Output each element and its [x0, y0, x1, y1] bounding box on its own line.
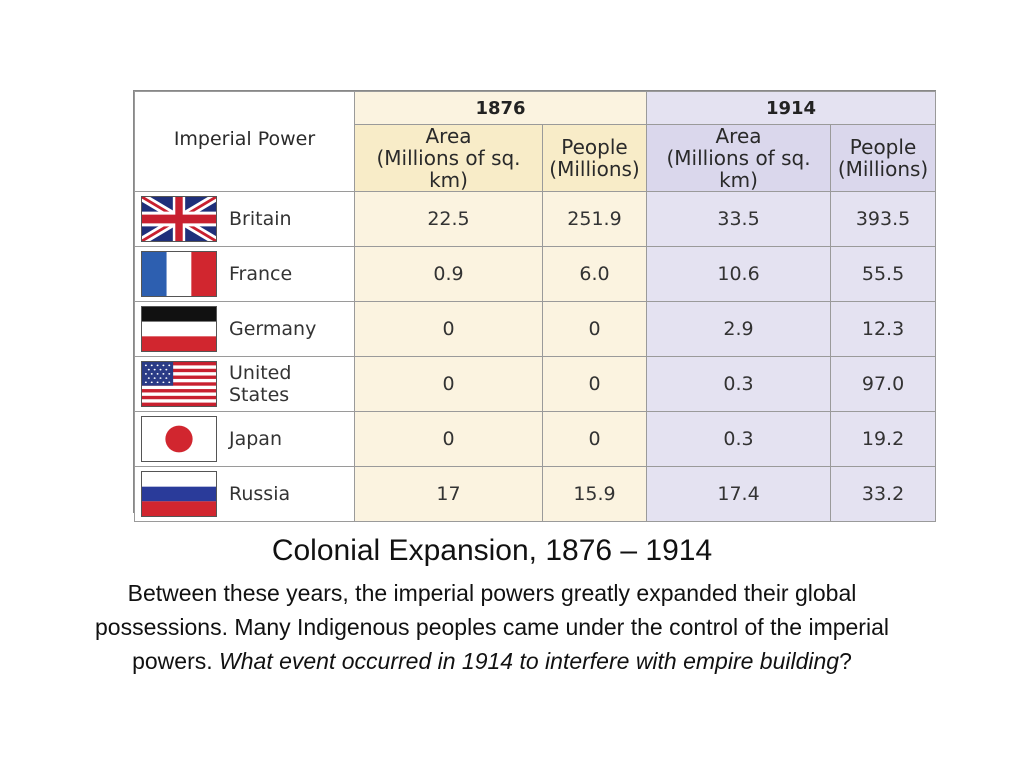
people-1914-cell: 33.2: [830, 466, 937, 522]
country-name: France: [229, 263, 293, 285]
japan-flag-icon: [141, 416, 217, 462]
country-name: Britain: [229, 208, 292, 230]
germany-flag-icon: [141, 306, 217, 352]
area-1876-cell: 0: [354, 301, 543, 357]
column-unit: (Millions): [549, 157, 640, 181]
table-row: Germany 0 0 2.9 12.3: [134, 301, 937, 357]
caption-title: Colonial Expansion, 1876 – 1914: [271, 534, 713, 567]
area-1914-cell: 10.6: [646, 246, 832, 302]
people-1876-header: People (Millions): [541, 124, 648, 192]
people-1914-cell: 393.5: [830, 191, 937, 247]
people-1876-cell: 6.0: [541, 246, 648, 302]
area-1914-cell: 0.3: [646, 356, 832, 412]
caption-question: What event occurred in 1914 to interfere…: [219, 648, 840, 674]
people-1914-cell: 97.0: [830, 356, 937, 412]
column-unit: (Millions of sq. km): [376, 146, 521, 192]
table-row: United States 0 0 0.3 97.0: [134, 356, 937, 412]
caption-question-mark: ?: [839, 648, 852, 674]
country-cell: Britain: [134, 191, 355, 247]
country-cell: Germany: [134, 301, 355, 357]
table-row: France 0.9 6.0 10.6 55.5: [134, 246, 937, 302]
france-flag-icon: [141, 251, 217, 297]
year-header-1914: 1914: [646, 91, 937, 125]
column-unit: (Millions of sq. km): [666, 146, 811, 192]
column-title: Area: [425, 124, 472, 148]
area-1876-cell: 22.5: [354, 191, 543, 247]
colonial-expansion-table: Imperial Power 1876 1914 Area (Millions o…: [133, 90, 937, 522]
area-1876-cell: 17: [354, 466, 543, 522]
people-1876-cell: 0: [541, 356, 648, 412]
united-states-flag-icon: [141, 361, 217, 407]
area-1876-cell: 0: [354, 411, 543, 467]
caption-body: Between these years, the imperial powers…: [82, 576, 902, 678]
column-unit: (Millions): [837, 157, 929, 181]
area-1876-cell: 0.9: [354, 246, 543, 302]
country-cell: Japan: [134, 411, 355, 467]
table-row: Britain 22.5 251.9 33.5 393.5: [134, 191, 937, 247]
table-row: Russia 17 15.9 17.4 33.2: [134, 466, 937, 522]
area-1914-cell: 33.5: [646, 191, 832, 247]
area-1914-cell: 17.4: [646, 466, 832, 522]
column-title: People: [561, 135, 628, 159]
table-row: Japan 0 0 0.3 19.2: [134, 411, 937, 467]
people-1914-header: People (Millions): [830, 124, 937, 192]
area-1876-header: Area (Millions of sq. km): [354, 124, 543, 192]
people-1876-cell: 251.9: [541, 191, 648, 247]
area-1914-header: Area (Millions of sq. km): [646, 124, 832, 192]
country-cell: Russia: [134, 466, 355, 522]
year-header-1876: 1876: [353, 91, 648, 125]
country-name: Germany: [229, 318, 317, 340]
caption-text: Between these years, the imperial powers…: [95, 580, 889, 674]
people-1914-cell: 55.5: [830, 246, 937, 302]
britain-flag-icon: [141, 196, 217, 242]
country-cell: United States: [134, 356, 355, 412]
people-1914-cell: 12.3: [830, 301, 937, 357]
country-cell: France: [134, 246, 355, 302]
people-1876-cell: 0: [541, 301, 648, 357]
area-1914-cell: 0.3: [646, 411, 832, 467]
country-name: United States: [229, 362, 292, 406]
people-1914-cell: 19.2: [830, 411, 937, 467]
area-1914-cell: 2.9: [646, 301, 832, 357]
country-name: Russia: [229, 483, 291, 505]
russia-flag-icon: [141, 471, 217, 517]
column-title: Area: [715, 124, 762, 148]
country-name: Japan: [229, 428, 282, 450]
area-1876-cell: 0: [354, 356, 543, 412]
people-1876-cell: 15.9: [541, 466, 648, 522]
imperial-power-header: Imperial Power: [134, 91, 355, 192]
column-title: People: [849, 135, 917, 159]
people-1876-cell: 0: [541, 411, 648, 467]
